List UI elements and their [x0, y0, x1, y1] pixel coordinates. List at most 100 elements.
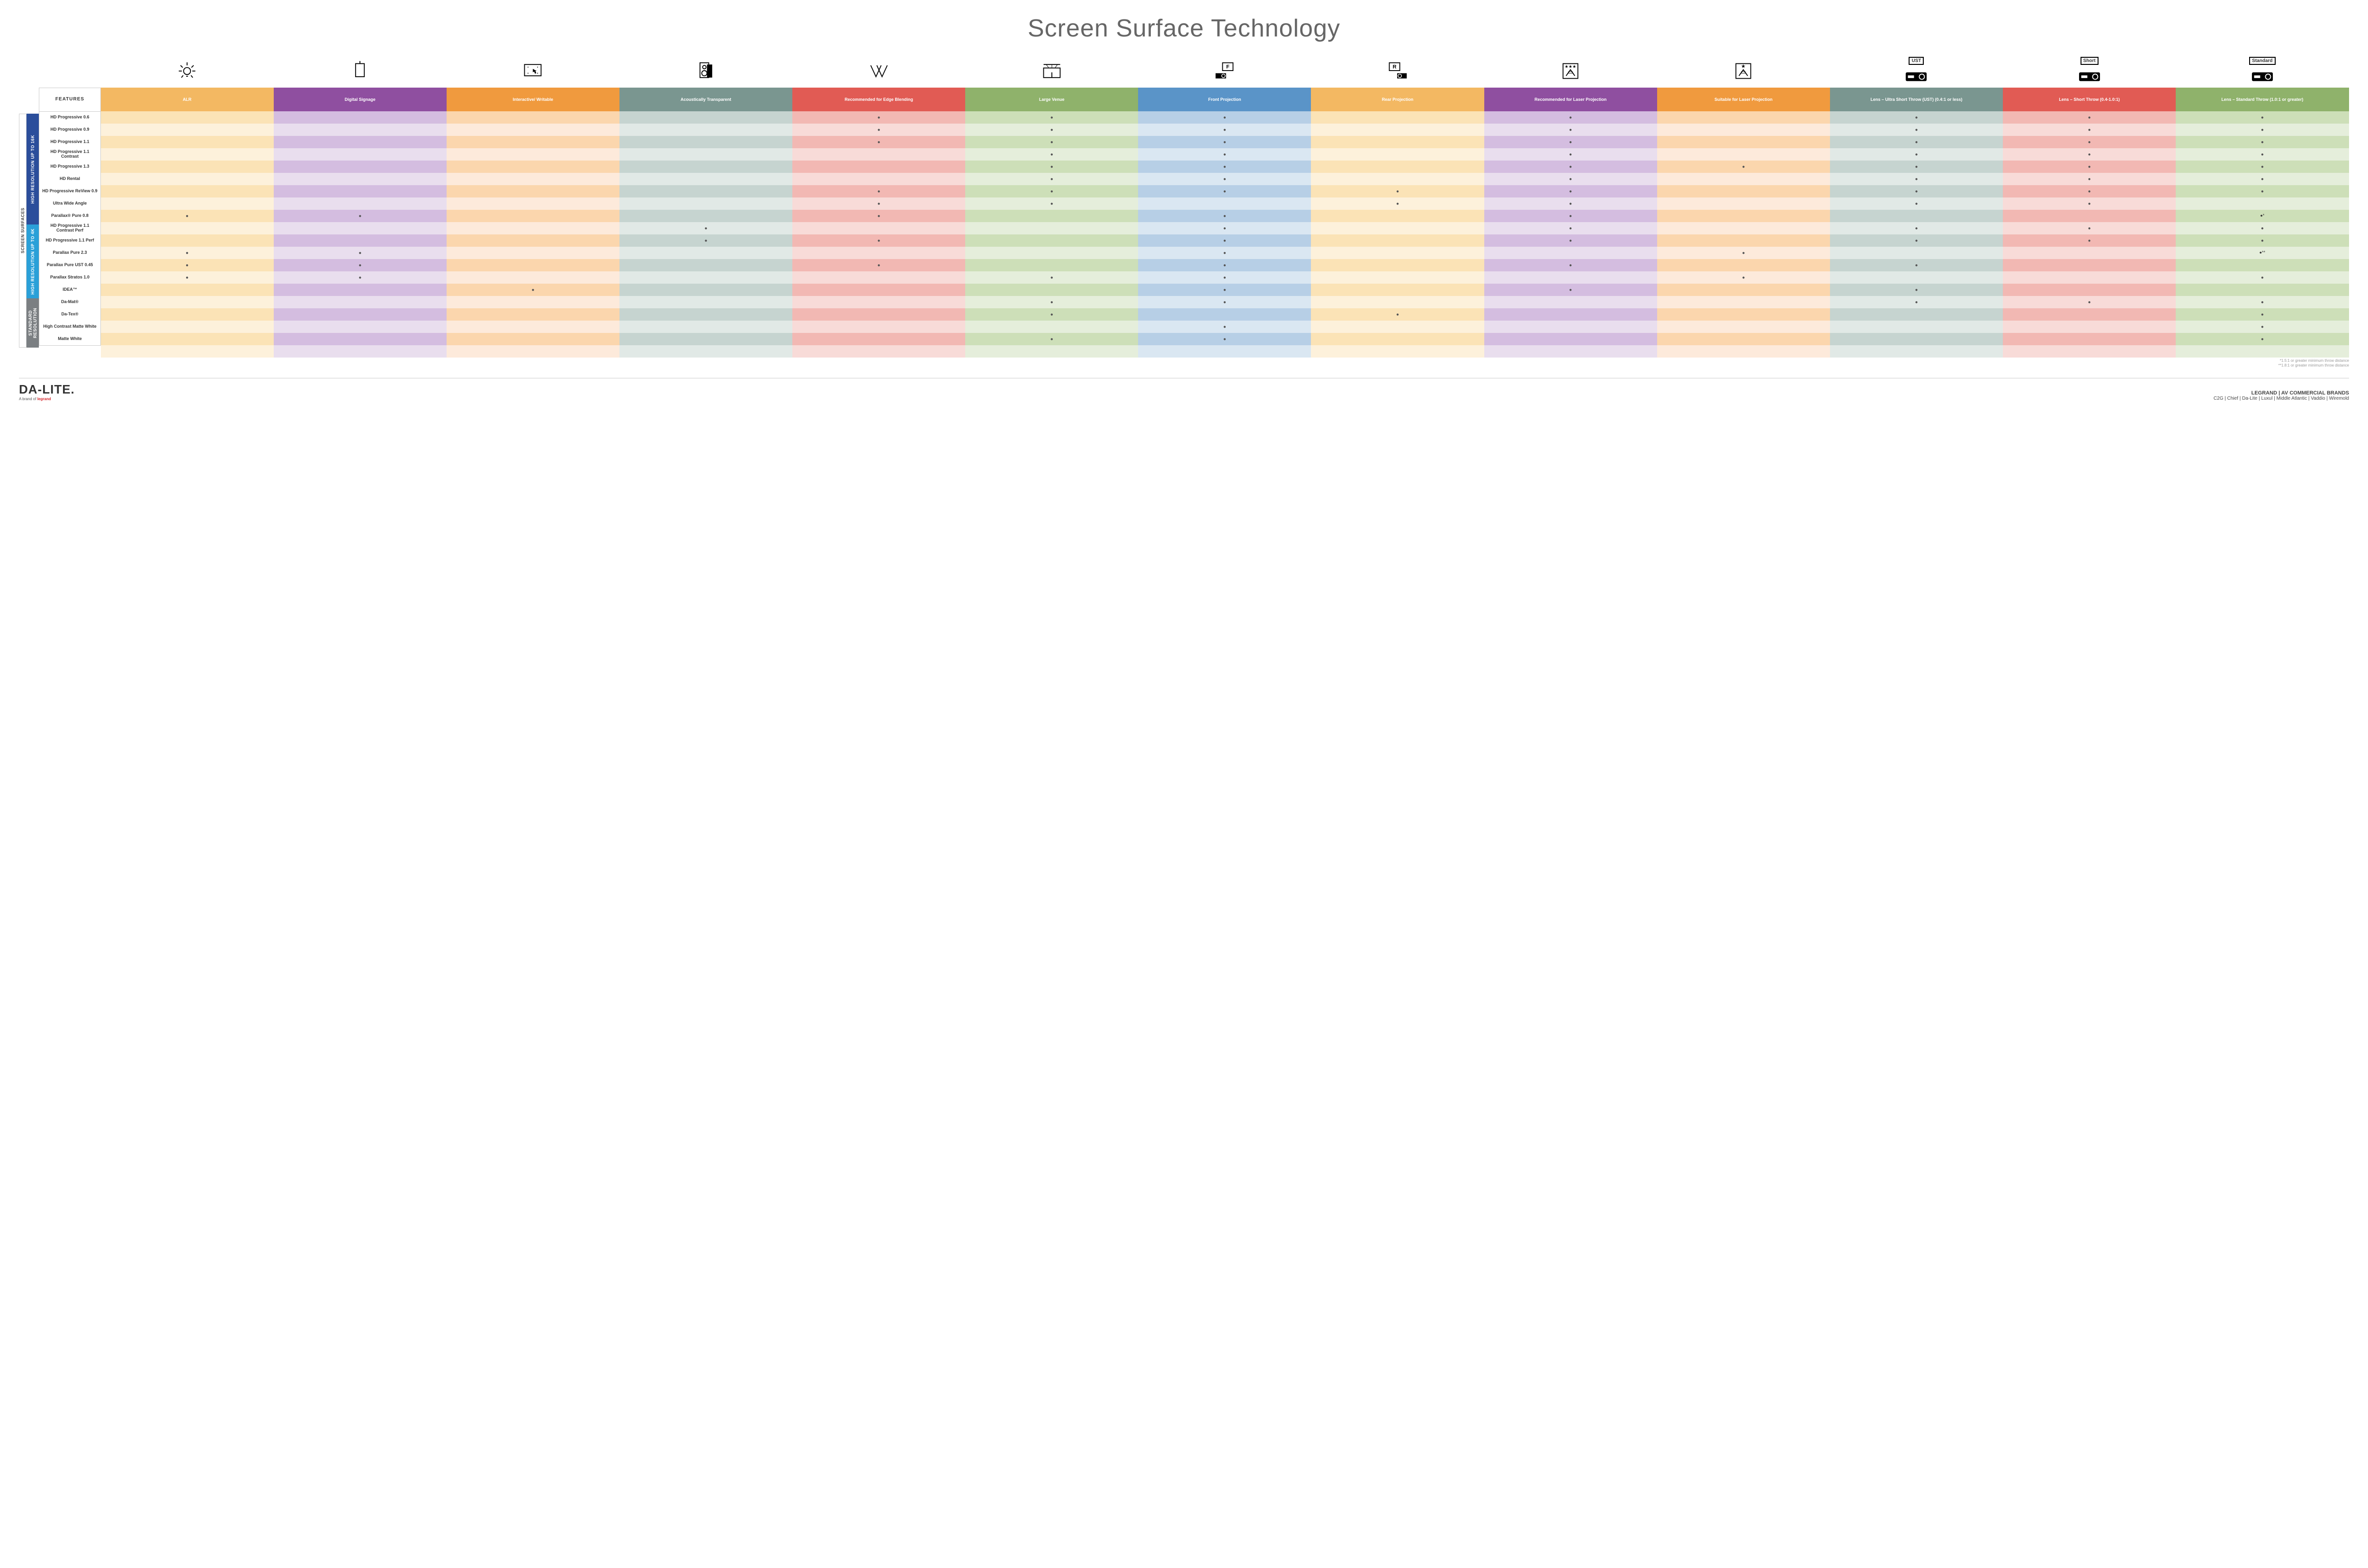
table-cell [965, 197, 1138, 210]
table-cell [792, 136, 965, 148]
footnote-line: *1.5:1 or greater minimum throw distance [19, 358, 2349, 363]
feature-dot [2088, 189, 2091, 194]
table-cell [1484, 185, 1657, 197]
row-label: Parallax® Pure 0.8 [39, 210, 101, 222]
row-label: Parallax Stratos 1.0 [39, 271, 101, 284]
feature-dot [1050, 152, 1053, 157]
table-cell [1311, 333, 1484, 345]
table-cell [1311, 296, 1484, 308]
table-cell [619, 210, 792, 222]
table-cell [2176, 284, 2349, 296]
table-cell [447, 222, 619, 234]
column-icon [619, 57, 792, 88]
table-cell [2176, 124, 2349, 136]
table-cell [274, 161, 447, 173]
table-cell [1484, 136, 1657, 148]
table-cell [2176, 333, 2349, 345]
table-cell [1138, 259, 1311, 271]
table-cell [965, 259, 1138, 271]
feature-dot [1569, 226, 1572, 231]
side-label-outer: SCREEN SURFACES [19, 114, 27, 348]
table-cell [2176, 197, 2349, 210]
table-cell [447, 210, 619, 222]
table-cell [1138, 247, 1311, 259]
table-cell [1830, 210, 2003, 222]
row-label: Parallax Pure UST 0.45 [39, 259, 101, 271]
column-icon [101, 57, 274, 88]
feature-dot [359, 214, 361, 218]
table-cell [274, 259, 447, 271]
table-cell [274, 124, 447, 136]
table-cell [101, 284, 274, 296]
feature-dot [2261, 115, 2264, 120]
feature-dot [1223, 189, 1226, 194]
feature-dot [1742, 164, 1745, 169]
table-cell [101, 259, 274, 271]
table-cell [619, 161, 792, 173]
table-cell [274, 333, 447, 345]
table-cell [2003, 124, 2176, 136]
table-cell [619, 124, 792, 136]
feature-dot [1569, 164, 1572, 169]
table-cell [792, 210, 965, 222]
table-cell [447, 271, 619, 284]
table-cell [619, 148, 792, 161]
feature-dot [1396, 189, 1399, 194]
side-group-container: HIGH RESOLUTION UP TO 16KHIGH RESOLUTION… [27, 114, 39, 358]
table-cell [1311, 284, 1484, 296]
table-cell [2176, 185, 2349, 197]
table-cell [447, 197, 619, 210]
logo-sub-prefix: A brand of [19, 397, 37, 401]
features-header: FEATURES [39, 88, 101, 111]
feature-dot [878, 263, 880, 268]
table-cell [101, 321, 274, 333]
feature-dot [1569, 214, 1572, 218]
column-icon: Standard [2176, 57, 2349, 88]
table-cell [1138, 333, 1311, 345]
feature-dot [1050, 337, 1053, 341]
table-cell [1657, 136, 1830, 148]
table-cell [2003, 148, 2176, 161]
table-cell [1657, 173, 1830, 185]
comparison-table: FR★★★★ UST Short Standard FEATURESALRDig… [39, 57, 2349, 358]
table-cell [274, 148, 447, 161]
table-cell [1657, 234, 1830, 247]
table-cell [1484, 321, 1657, 333]
feature-dot [1223, 115, 1226, 120]
table-cell [1657, 124, 1830, 136]
table-cell [2003, 321, 2176, 333]
feature-dot [1915, 300, 1918, 305]
table-cell [101, 148, 274, 161]
feature-dot [186, 214, 188, 218]
feature-dot [1915, 226, 1918, 231]
feature-dot [2261, 140, 2264, 144]
table-cell [619, 197, 792, 210]
column-header: Interactive/ Writable [447, 88, 619, 111]
table-cell [1830, 148, 2003, 161]
table-cell [1484, 173, 1657, 185]
column-icon: UST [1830, 57, 2003, 88]
feature-dot [878, 127, 880, 132]
table-cell [2003, 247, 2176, 259]
feature-dot [2261, 312, 2264, 317]
feature-dot [1223, 287, 1226, 292]
table-cell [1657, 321, 1830, 333]
footer-left: DA-LITE. A brand of legrand [19, 382, 75, 401]
table-cell [792, 111, 965, 124]
table-cell [2003, 259, 2176, 271]
column-header: Digital Signage [274, 88, 447, 111]
table-cell [619, 259, 792, 271]
footer: DA-LITE. A brand of legrand LEGRAND | AV… [19, 378, 2349, 401]
table-cell [1830, 321, 2003, 333]
table-cell [447, 296, 619, 308]
row-label: HD Progressive 1.1 Perf [39, 234, 101, 247]
feature-dot [704, 238, 707, 243]
table-cell [965, 333, 1138, 345]
table-cell [792, 234, 965, 247]
table-cell [1138, 308, 1311, 321]
table-cell [274, 197, 447, 210]
table-cell [447, 161, 619, 173]
table-cell [274, 296, 447, 308]
table-cell [1311, 124, 1484, 136]
table-cell [101, 173, 274, 185]
